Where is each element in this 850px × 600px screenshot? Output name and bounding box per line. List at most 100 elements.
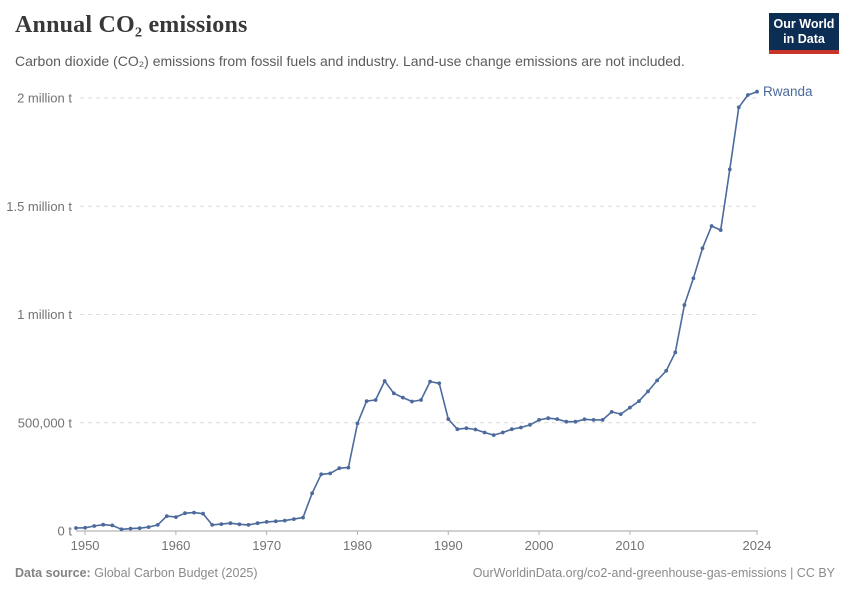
data-point[interactable] bbox=[628, 405, 632, 410]
data-point[interactable] bbox=[264, 520, 269, 524]
logo-line1: Our World bbox=[773, 17, 835, 31]
data-point[interactable] bbox=[482, 430, 487, 435]
data-point[interactable] bbox=[582, 417, 587, 422]
credit-link[interactable]: OurWorldinData.org/co2-and-greenhouse-ga… bbox=[472, 566, 835, 580]
data-point[interactable] bbox=[528, 423, 532, 427]
data-point[interactable] bbox=[509, 427, 514, 432]
data-point[interactable] bbox=[219, 522, 224, 526]
data-point[interactable] bbox=[246, 523, 251, 527]
data-point[interactable] bbox=[301, 515, 305, 520]
y-tick-label: 2 million t bbox=[17, 91, 72, 106]
x-tick-label: 2000 bbox=[525, 538, 554, 553]
data-point[interactable] bbox=[110, 523, 115, 528]
data-point[interactable] bbox=[237, 522, 242, 527]
data-point[interactable] bbox=[401, 395, 405, 400]
data-point[interactable] bbox=[646, 389, 650, 394]
owid-logo[interactable]: Our World in Data bbox=[769, 13, 839, 54]
data-point[interactable] bbox=[664, 368, 669, 373]
data-point[interactable] bbox=[373, 398, 378, 402]
data-point[interactable] bbox=[355, 421, 360, 426]
data-point[interactable] bbox=[382, 379, 387, 383]
data-point[interactable] bbox=[201, 511, 206, 516]
data-point[interactable] bbox=[673, 350, 678, 355]
data-point[interactable] bbox=[391, 391, 396, 396]
data-point[interactable] bbox=[155, 523, 160, 527]
data-point[interactable] bbox=[746, 93, 750, 97]
data-point[interactable] bbox=[573, 419, 578, 424]
emissions-line-chart[interactable]: 0 t 500,000 t 1 million t 1.5 million t 2 mi… bbox=[0, 0, 850, 560]
data-point[interactable] bbox=[128, 526, 133, 531]
data-point[interactable] bbox=[546, 416, 551, 421]
data-point[interactable] bbox=[273, 519, 278, 524]
chart-footer: Data source: Global Carbon Budget (2025)… bbox=[15, 566, 835, 580]
data-point[interactable] bbox=[473, 427, 478, 432]
data-source-value: Global Carbon Budget (2025) bbox=[94, 566, 258, 580]
data-point[interactable] bbox=[183, 511, 187, 516]
data-point[interactable] bbox=[119, 527, 124, 532]
data-point[interactable] bbox=[600, 418, 605, 422]
data-point[interactable] bbox=[174, 515, 178, 519]
data-point[interactable] bbox=[319, 472, 324, 477]
data-point[interactable] bbox=[364, 399, 369, 403]
data-point[interactable] bbox=[700, 246, 705, 251]
page-title: Annual CO₂ emissions bbox=[15, 12, 248, 38]
data-point[interactable] bbox=[210, 523, 215, 527]
chart-subtitle: Carbon dioxide (CO₂) emissions from foss… bbox=[15, 53, 685, 69]
series-label-rwanda[interactable]: Rwanda bbox=[763, 84, 813, 99]
data-point[interactable] bbox=[555, 417, 560, 421]
data-point[interactable] bbox=[164, 514, 169, 518]
data-point[interactable] bbox=[446, 417, 451, 421]
data-point[interactable] bbox=[137, 526, 142, 531]
data-point[interactable] bbox=[428, 379, 432, 384]
data-point[interactable] bbox=[591, 418, 596, 422]
data-point[interactable] bbox=[410, 399, 414, 404]
data-point[interactable] bbox=[282, 518, 287, 523]
y-tick-label: 1 million t bbox=[17, 307, 72, 322]
logo-line2: in Data bbox=[783, 32, 825, 46]
x-tick-label: 2010 bbox=[615, 538, 644, 553]
data-point[interactable] bbox=[736, 105, 741, 110]
x-tick-label: 1950 bbox=[71, 538, 100, 553]
data-point[interactable] bbox=[637, 399, 641, 403]
data-point[interactable] bbox=[618, 412, 623, 416]
data-point[interactable] bbox=[709, 224, 714, 228]
data-point[interactable] bbox=[455, 427, 460, 432]
data-point[interactable] bbox=[727, 167, 732, 172]
data-point[interactable] bbox=[74, 526, 78, 530]
data-point[interactable] bbox=[346, 465, 351, 470]
emissions-line bbox=[75, 90, 758, 531]
x-tick-label: 1980 bbox=[343, 538, 372, 553]
data-point[interactable] bbox=[500, 430, 505, 435]
data-point[interactable] bbox=[101, 522, 106, 527]
data-point[interactable] bbox=[491, 433, 496, 437]
data-point[interactable] bbox=[228, 521, 233, 526]
data-point[interactable] bbox=[92, 524, 97, 528]
data-point[interactable] bbox=[292, 517, 296, 521]
data-point[interactable] bbox=[718, 228, 723, 233]
data-point[interactable] bbox=[609, 410, 614, 414]
data-point[interactable] bbox=[537, 418, 541, 422]
data-point[interactable] bbox=[655, 378, 659, 383]
y-tick-label: 500,000 t bbox=[18, 415, 73, 430]
x-tick-label: 2024 bbox=[743, 538, 772, 553]
data-point[interactable] bbox=[146, 525, 151, 529]
data-point[interactable] bbox=[419, 398, 423, 402]
data-point[interactable] bbox=[310, 491, 314, 496]
data-point[interactable] bbox=[83, 525, 87, 530]
data-point[interactable] bbox=[464, 426, 469, 431]
y-tick-label: 0 t bbox=[58, 524, 73, 539]
data-point[interactable] bbox=[755, 89, 759, 94]
data-point[interactable] bbox=[437, 381, 442, 386]
data-point[interactable] bbox=[519, 425, 523, 430]
data-point[interactable] bbox=[192, 510, 196, 515]
data-point[interactable] bbox=[328, 471, 333, 476]
data-point[interactable] bbox=[691, 276, 696, 281]
data-point[interactable] bbox=[255, 521, 260, 526]
x-tick-label: 1970 bbox=[252, 538, 281, 553]
data-source-text: Data source: Global Carbon Budget (2025) bbox=[15, 566, 258, 580]
data-point[interactable] bbox=[564, 419, 569, 424]
data-source-label: Data source: bbox=[15, 566, 91, 580]
data-point[interactable] bbox=[337, 466, 342, 471]
data-point[interactable] bbox=[682, 303, 687, 307]
